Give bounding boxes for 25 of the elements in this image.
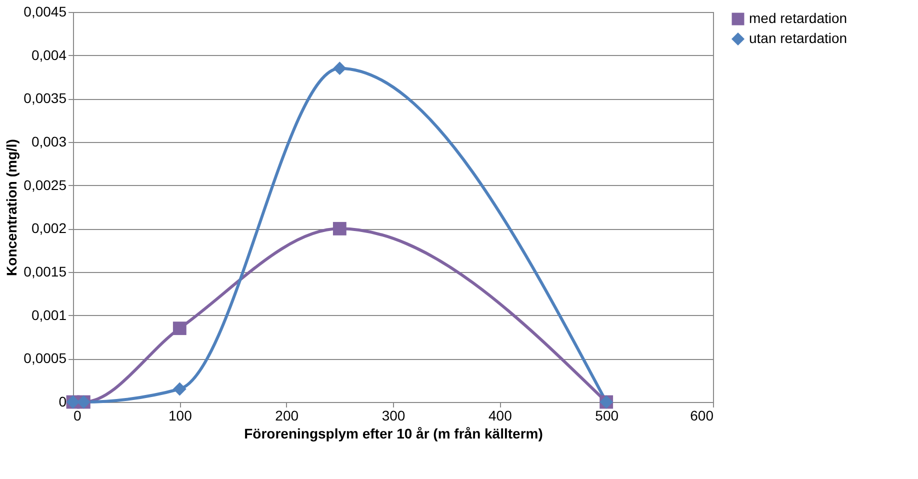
y-axis-title: Koncentration (mg/l) <box>4 139 20 276</box>
y-tick-label: 0 <box>58 394 67 410</box>
point <box>332 62 346 76</box>
y-tick-label: 0,004 <box>31 46 67 63</box>
x-tick-label: 600 <box>690 408 714 424</box>
x-tick-label: 200 <box>275 408 299 424</box>
x-tick-label: 0 <box>74 408 82 424</box>
point <box>172 382 186 396</box>
x-tick-label: 300 <box>382 408 406 424</box>
legend-label: med retardation <box>749 10 848 26</box>
y-tick-label: 0,0045 <box>24 4 67 20</box>
y-tick-label: 0,001 <box>31 306 67 323</box>
point <box>332 222 346 236</box>
x-tick-label: 400 <box>488 408 512 424</box>
legend-label: utan retardation <box>749 30 848 46</box>
y-tick-label: 0,0025 <box>24 176 67 193</box>
x-tick-label: 100 <box>168 408 192 424</box>
y-tick-label: 0,002 <box>31 220 67 236</box>
y-tick-label: 0,0035 <box>24 90 67 106</box>
y-tick-label: 0,0005 <box>24 350 67 366</box>
y-tick-label: 0,003 <box>31 134 67 150</box>
point <box>172 322 186 336</box>
x-axis-title: Föroreningsplym efter 10 år (m från källterm) <box>244 426 543 442</box>
x-tick-label: 500 <box>595 408 619 424</box>
y-tick-label: 0,0015 <box>24 264 67 280</box>
